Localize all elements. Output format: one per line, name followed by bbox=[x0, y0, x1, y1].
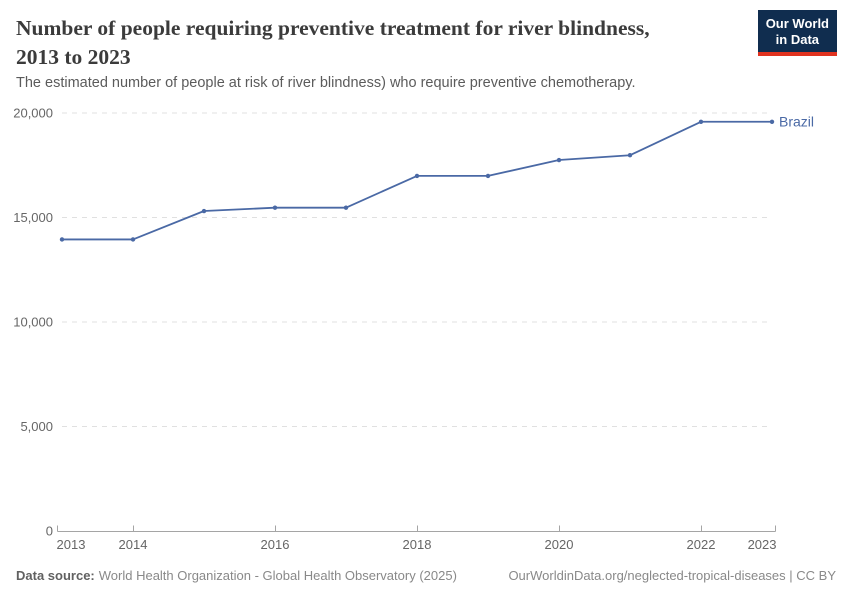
chart-subtitle: The estimated number of people at risk o… bbox=[16, 75, 636, 91]
data-point-2023[interactable] bbox=[769, 119, 775, 124]
owid-logo[interactable]: Our World in Data bbox=[757, 10, 837, 56]
data-point-2020[interactable] bbox=[556, 157, 562, 163]
x-axis-tick-label: 2022 bbox=[687, 537, 716, 552]
x-axis-tick-label: 2020 bbox=[545, 537, 574, 552]
x-axis-tick-label: 2014 bbox=[119, 537, 148, 552]
y-axis-tick-label: 0 bbox=[46, 524, 53, 539]
data-point-2013[interactable] bbox=[59, 237, 65, 242]
owid-logo-line1: Our World bbox=[765, 16, 829, 31]
series-end-label-brazil[interactable]: Brazil bbox=[779, 113, 814, 129]
y-axis-tick-label: 5,000 bbox=[20, 419, 53, 434]
page-title-line2: 2013 to 2023 bbox=[16, 45, 131, 69]
data-line-brazil[interactable] bbox=[62, 120, 772, 241]
data-point-2021[interactable] bbox=[627, 153, 633, 158]
data-point-2019[interactable] bbox=[485, 173, 491, 179]
x-axis-tick-label: 2013 bbox=[57, 537, 86, 552]
y-axis-tick-label: 15,000 bbox=[13, 210, 53, 225]
owid-logo-line2: in Data bbox=[775, 32, 820, 47]
data-point-2018[interactable] bbox=[414, 173, 420, 179]
page-title-line1: Number of people requiring preventive tr… bbox=[16, 16, 650, 40]
x-axis-tick-label: 2018 bbox=[403, 537, 432, 552]
data-point-2016[interactable] bbox=[272, 205, 278, 210]
data-source-text: World Health Organization - Global Healt… bbox=[98, 568, 457, 583]
owid-url-license-link[interactable]: OurWorldinData.org/neglected-tropical-di… bbox=[508, 568, 836, 583]
data-point-2014[interactable] bbox=[130, 237, 136, 242]
data-source-label: Data source: bbox=[16, 568, 95, 583]
data-point-2022[interactable] bbox=[698, 119, 704, 124]
x-axis-tick-label: 2016 bbox=[261, 537, 290, 552]
y-axis-tick-label: 10,000 bbox=[13, 315, 53, 330]
data-source-note: Data source: World Health Organization - … bbox=[16, 568, 457, 583]
page-title: Number of people requiring preventive tr… bbox=[16, 14, 756, 72]
x-axis-tick-label: 2023 bbox=[748, 537, 777, 552]
data-point-2015[interactable] bbox=[201, 208, 207, 214]
data-point-2017[interactable] bbox=[343, 205, 349, 210]
y-axis-tick-label: 20,000 bbox=[13, 106, 53, 121]
chart-footer: Data source: World Health Organization - … bbox=[16, 568, 836, 583]
